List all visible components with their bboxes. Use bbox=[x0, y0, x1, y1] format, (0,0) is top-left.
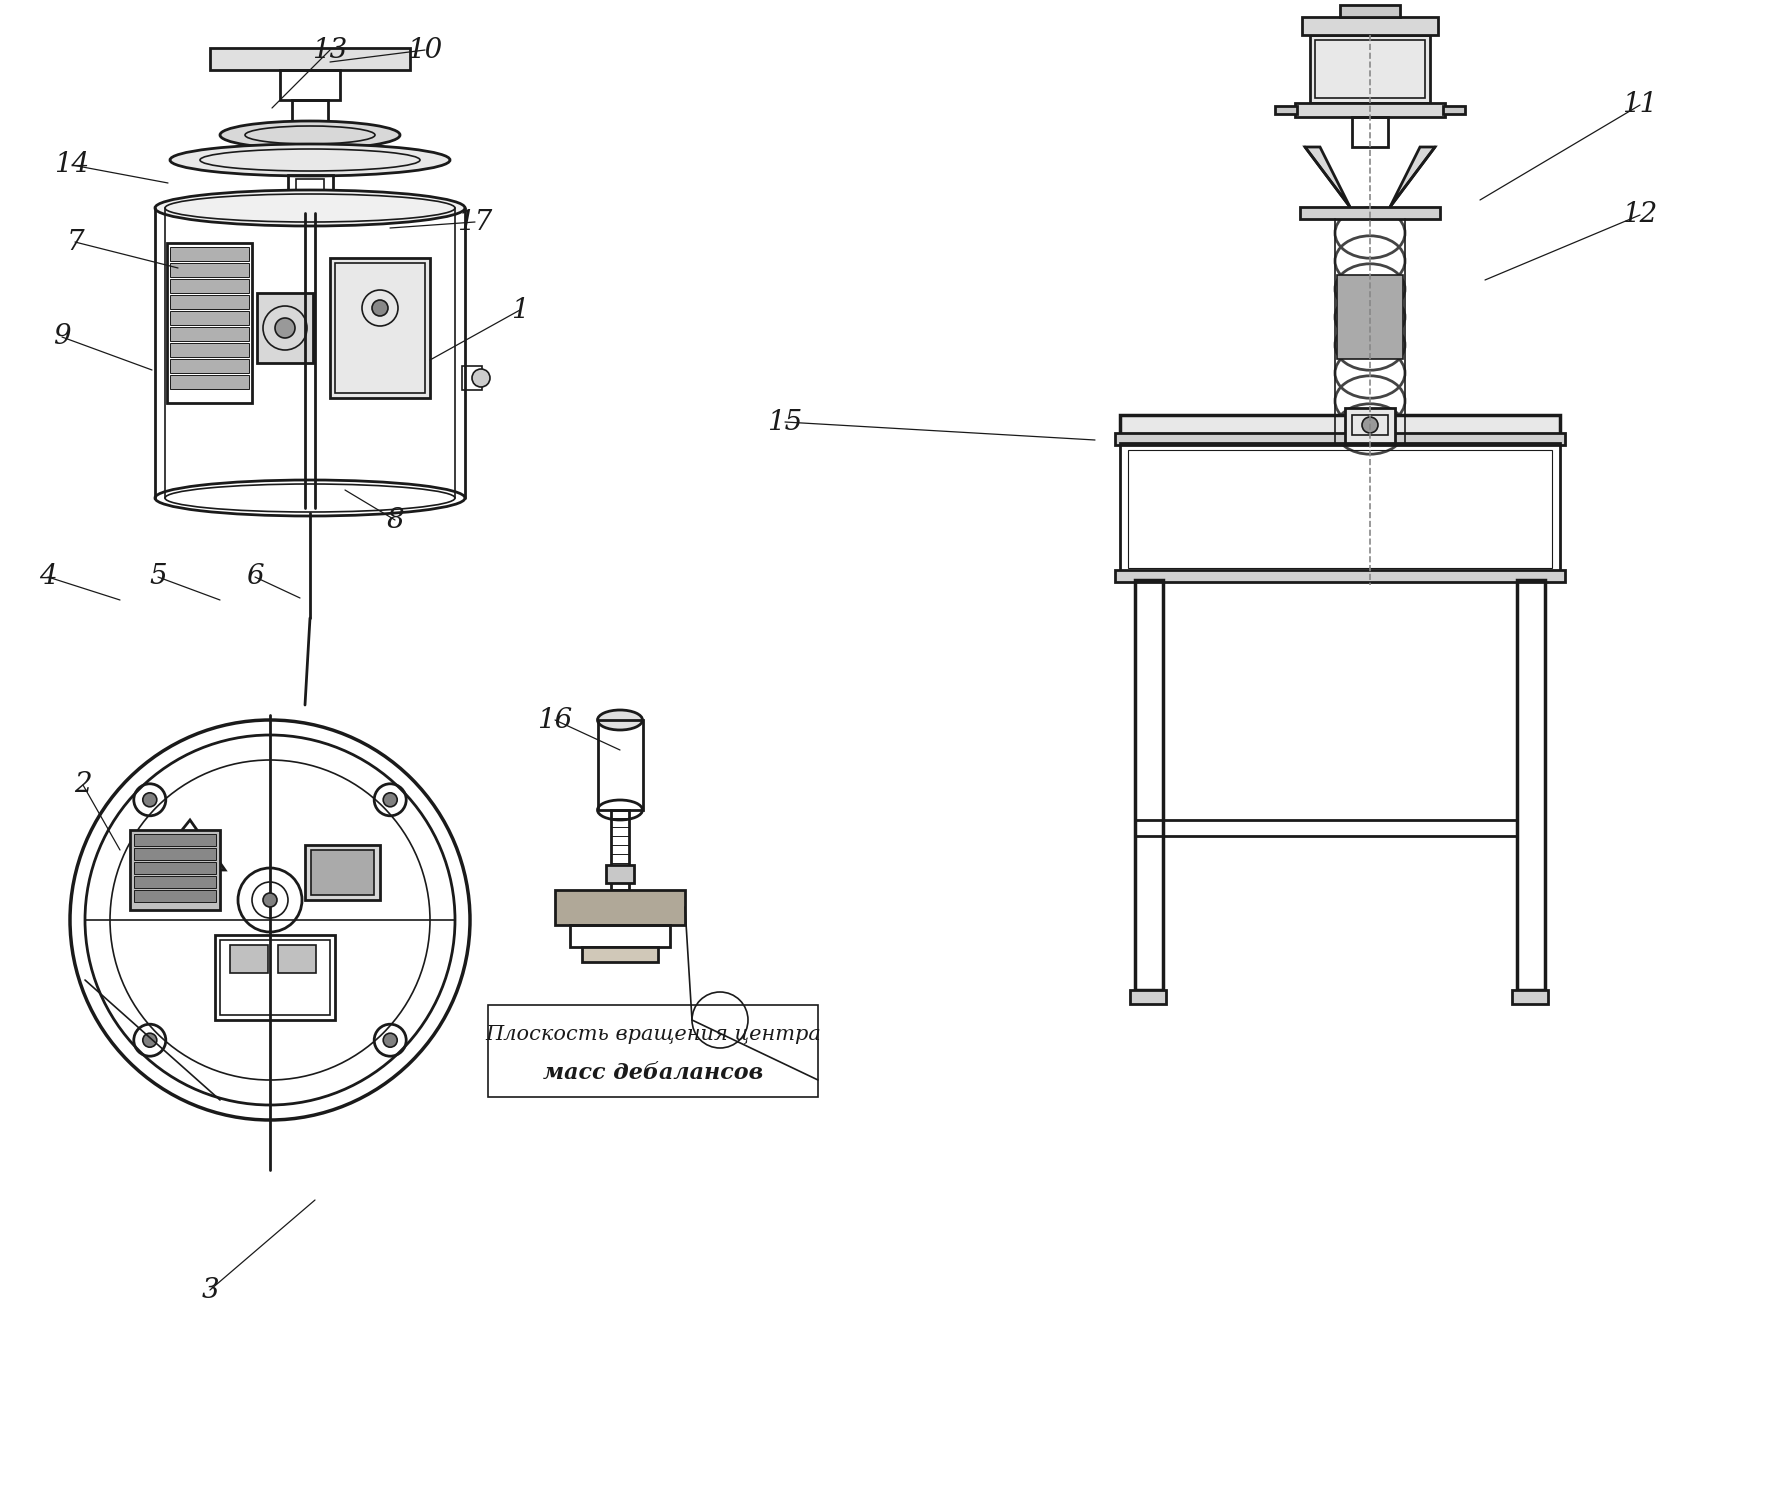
Bar bbox=[134, 890, 216, 902]
Bar bbox=[1120, 443, 1560, 574]
Bar bbox=[1301, 207, 1440, 218]
Text: 3: 3 bbox=[200, 1276, 218, 1303]
Text: 7: 7 bbox=[66, 229, 84, 256]
Bar bbox=[134, 849, 216, 860]
Bar bbox=[304, 846, 379, 901]
Text: 5: 5 bbox=[148, 563, 166, 590]
Bar bbox=[1444, 106, 1465, 114]
Bar bbox=[170, 360, 249, 373]
Bar bbox=[295, 195, 324, 210]
Ellipse shape bbox=[598, 710, 642, 730]
Bar bbox=[170, 343, 249, 357]
Bar bbox=[292, 100, 327, 125]
Bar bbox=[311, 850, 374, 895]
Bar bbox=[209, 48, 410, 70]
Text: 9: 9 bbox=[54, 324, 72, 351]
Bar bbox=[488, 1005, 818, 1097]
Bar bbox=[258, 293, 313, 363]
Text: масс дебалансов: масс дебалансов bbox=[542, 1062, 764, 1083]
Bar bbox=[220, 941, 329, 1015]
Bar bbox=[1134, 580, 1163, 990]
Text: 1: 1 bbox=[512, 297, 530, 324]
Circle shape bbox=[143, 1033, 157, 1048]
Bar bbox=[277, 945, 317, 973]
Bar bbox=[281, 70, 340, 100]
Bar bbox=[335, 263, 426, 392]
Bar bbox=[598, 721, 642, 810]
Text: 13: 13 bbox=[313, 37, 347, 64]
Bar bbox=[166, 244, 252, 403]
Circle shape bbox=[263, 893, 277, 906]
Circle shape bbox=[143, 794, 157, 807]
Bar bbox=[329, 259, 429, 398]
Bar bbox=[1512, 990, 1547, 1005]
Circle shape bbox=[383, 794, 397, 807]
Text: 6: 6 bbox=[247, 563, 263, 590]
Bar bbox=[1352, 415, 1388, 435]
Bar bbox=[295, 178, 324, 192]
Text: 12: 12 bbox=[1623, 202, 1658, 229]
Polygon shape bbox=[1304, 147, 1351, 207]
Text: Плоскость вращения центра: Плоскость вращения центра bbox=[485, 1025, 821, 1045]
Ellipse shape bbox=[156, 190, 465, 226]
Bar bbox=[1115, 432, 1565, 444]
Bar bbox=[1302, 16, 1438, 36]
Bar bbox=[1336, 275, 1403, 360]
Bar bbox=[462, 366, 481, 389]
Circle shape bbox=[372, 300, 388, 317]
Bar bbox=[571, 924, 671, 947]
Text: 8: 8 bbox=[386, 507, 404, 533]
Bar bbox=[170, 311, 249, 325]
Bar bbox=[555, 890, 685, 924]
Bar bbox=[170, 374, 249, 389]
Text: 15: 15 bbox=[767, 409, 803, 435]
Bar bbox=[170, 263, 249, 276]
Circle shape bbox=[472, 369, 490, 386]
Bar bbox=[215, 935, 335, 1019]
Bar bbox=[1345, 409, 1395, 443]
Text: 10: 10 bbox=[408, 37, 442, 64]
Circle shape bbox=[383, 1033, 397, 1048]
Bar bbox=[288, 175, 333, 212]
Text: 4: 4 bbox=[39, 563, 57, 590]
Bar bbox=[170, 279, 249, 293]
Circle shape bbox=[1361, 418, 1378, 432]
Text: 14: 14 bbox=[54, 152, 89, 178]
Bar bbox=[170, 327, 249, 340]
Bar bbox=[131, 831, 220, 909]
Bar bbox=[1134, 820, 1517, 837]
Polygon shape bbox=[1390, 147, 1435, 207]
Text: 11: 11 bbox=[1623, 92, 1658, 119]
Bar bbox=[612, 810, 630, 890]
Bar bbox=[170, 247, 249, 262]
Bar bbox=[1131, 990, 1166, 1005]
Bar bbox=[606, 865, 633, 883]
Bar bbox=[1120, 415, 1560, 435]
Bar bbox=[1115, 571, 1565, 583]
Bar bbox=[1310, 36, 1429, 103]
Bar bbox=[581, 947, 658, 961]
Bar bbox=[134, 862, 216, 874]
Bar bbox=[1129, 450, 1553, 568]
Text: 2: 2 bbox=[73, 771, 91, 798]
Bar bbox=[1276, 106, 1297, 114]
Text: 16: 16 bbox=[537, 706, 572, 734]
Ellipse shape bbox=[220, 120, 401, 149]
Text: 17: 17 bbox=[458, 208, 492, 235]
Bar bbox=[1315, 40, 1426, 98]
Bar bbox=[1340, 4, 1401, 16]
Bar bbox=[1295, 103, 1446, 117]
Bar bbox=[134, 877, 216, 889]
Bar bbox=[1352, 117, 1388, 147]
Ellipse shape bbox=[170, 144, 451, 175]
Circle shape bbox=[276, 318, 295, 337]
Bar bbox=[1517, 580, 1546, 990]
Bar bbox=[134, 834, 216, 846]
Bar bbox=[170, 296, 249, 309]
Bar bbox=[231, 945, 268, 973]
